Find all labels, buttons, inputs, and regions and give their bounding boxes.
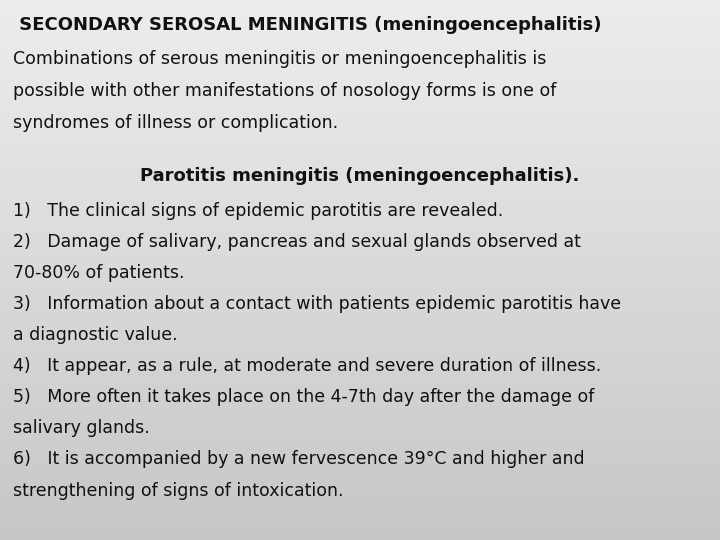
Text: 5)   More often it takes place on the 4-7th day after the damage of: 5) More often it takes place on the 4-7t…	[13, 388, 594, 406]
Text: SECONDARY SEROSAL MENINGITIS (meningoencephalitis): SECONDARY SEROSAL MENINGITIS (meningoenc…	[13, 16, 601, 34]
Text: Parotitis meningitis (meningoencephalitis).: Parotitis meningitis (meningoencephaliti…	[140, 167, 580, 185]
Text: 1)   The clinical signs of epidemic parotitis are revealed.: 1) The clinical signs of epidemic paroti…	[13, 201, 503, 220]
Text: Combinations of serous meningitis or meningoencephalitis is: Combinations of serous meningitis or men…	[13, 50, 546, 69]
Text: 6)   It is accompanied by a new fervescence 39°C and higher and: 6) It is accompanied by a new fervescenc…	[13, 450, 585, 469]
Text: 3)   Information about a contact with patients epidemic parotitis have: 3) Information about a contact with pati…	[13, 295, 621, 313]
Text: strengthening of signs of intoxication.: strengthening of signs of intoxication.	[13, 482, 343, 500]
Text: salivary glands.: salivary glands.	[13, 420, 150, 437]
Text: syndromes of illness or complication.: syndromes of illness or complication.	[13, 114, 338, 132]
Text: 70-80% of patients.: 70-80% of patients.	[13, 264, 184, 282]
Text: possible with other manifestations of nosology forms is one of: possible with other manifestations of no…	[13, 82, 557, 100]
Text: a diagnostic value.: a diagnostic value.	[13, 326, 178, 344]
Text: 4)   It appear, as a rule, at moderate and severe duration of illness.: 4) It appear, as a rule, at moderate and…	[13, 357, 601, 375]
Text: 2)   Damage of salivary, pancreas and sexual glands observed at: 2) Damage of salivary, pancreas and sexu…	[13, 233, 581, 251]
